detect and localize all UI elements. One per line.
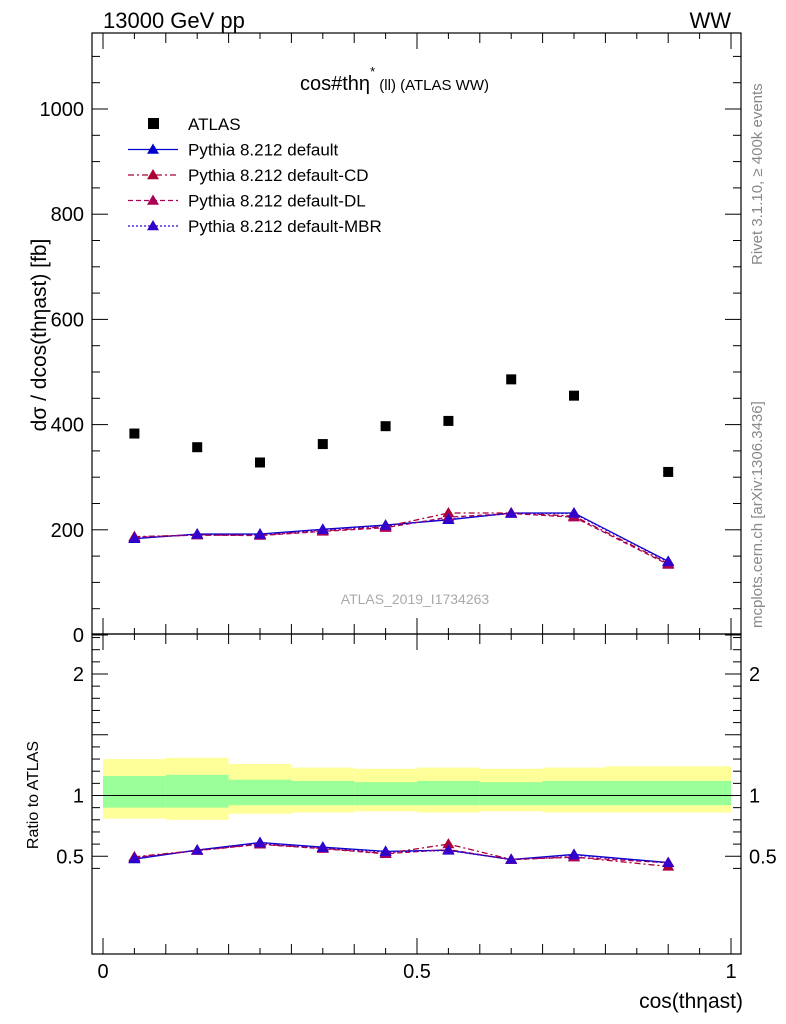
ratio-ytick-label-right: 2 [749, 664, 760, 686]
ratio-ytick-label: 1 [73, 786, 84, 808]
legend-label: Pythia 8.212 default [188, 141, 339, 160]
ratio-point-dotted [505, 853, 518, 864]
main-ytick-label: 600 [51, 309, 84, 331]
legend-label: Pythia 8.212 default-MBR [188, 217, 382, 236]
plot-title-rest: (ll) (ATLAS WW) [375, 77, 489, 94]
watermark: ATLAS_2019_I1734263 [341, 591, 490, 607]
ratio-band-green [479, 782, 543, 806]
atlas-point [569, 390, 579, 401]
ratio-ylabel: Ratio to ATLAS [25, 741, 42, 849]
ratio-ytick-label: 0.5 [56, 846, 84, 868]
header-right: WW [689, 8, 731, 33]
ratio-band-green [103, 776, 166, 808]
mc-line-dotted [134, 512, 669, 563]
mc-point-dotted [442, 513, 455, 524]
ratio-point-dotted [379, 845, 392, 857]
atlas-point [443, 415, 454, 426]
ratio-band-green [417, 780, 480, 806]
ratio-point-dashdot [442, 838, 455, 849]
ratio-band-green [228, 779, 292, 806]
main-ylabel: dσ / dcos(thηast) [fb] [28, 239, 51, 432]
ratio-line-dashed [134, 843, 669, 864]
ratio-ytick-label-right: 1 [749, 786, 760, 808]
plot-title-main: cos#thη [300, 73, 370, 95]
legend-label: Pythia 8.212 default-CD [188, 166, 369, 185]
ratio-point-dotted [254, 837, 266, 848]
ratio-point-dotted [191, 844, 204, 855]
ratio-xtick-label: 0.5 [403, 961, 431, 983]
legend-label: Pythia 8.212 default-DL [188, 192, 366, 211]
mc-point-dotted [128, 532, 141, 543]
ratio-point-dotted [568, 849, 580, 860]
atlas-point [192, 442, 203, 453]
side-rivet-label: Rivet 3.1.10, ≥ 400k events [749, 83, 766, 265]
ratio-panel: 0 0.5 1 0.5 0.5 1 1 2 2 [56, 633, 777, 983]
mc-line-dashdot [134, 512, 669, 565]
mc-point-dotted [316, 523, 329, 534]
atlas-point [663, 466, 674, 477]
atlas-point [129, 428, 140, 439]
main-panel: 0 200 400 600 800 1000 [40, 32, 742, 647]
atlas-point [255, 457, 265, 468]
mc-point-dotted [191, 528, 204, 539]
atlas-point [317, 439, 328, 450]
mc-point-dotted [568, 507, 580, 518]
ratio-point-dotted [662, 856, 675, 868]
mc-point-dotted [505, 507, 518, 518]
atlas-point [506, 374, 517, 385]
ratio-xtick-label: 0 [97, 961, 108, 983]
ratio-point-dotted [316, 841, 329, 852]
main-ytick-label: 800 [51, 204, 84, 226]
mc-point-dotted [662, 555, 675, 567]
ratio-ytick-label: 2 [73, 664, 84, 686]
legend-marker [147, 220, 159, 231]
main-ytick-label: 0 [73, 625, 84, 647]
legend-marker [147, 143, 159, 154]
legend-marker [147, 194, 159, 205]
ratio-point-dotted [128, 852, 141, 863]
plot-title: cos#thη* (ll) (ATLAS WW) [300, 64, 489, 95]
ratio-band-green [605, 780, 731, 806]
legend-marker [147, 169, 159, 180]
ratio-xlabel: cos(thηast) [639, 990, 743, 1013]
mc-point-dotted [379, 519, 392, 530]
main-ytick-label: 400 [51, 415, 84, 437]
mc-point-dotted [254, 528, 266, 539]
ratio-band-green [291, 780, 355, 806]
main-ytick-label: 1000 [40, 99, 85, 121]
atlas-point [380, 421, 391, 432]
ratio-point-dotted [442, 844, 455, 855]
plot-title-sup: * [370, 64, 375, 79]
ratio-band-green [354, 782, 417, 806]
ratio-band-green [542, 780, 606, 806]
ratio-xtick-label: 1 [725, 961, 736, 983]
main-ytick-label: 200 [51, 520, 84, 542]
legend: ATLAS Pythia 8.212 default Pythia 8.212 de… [128, 115, 382, 236]
ratio-band-green [165, 774, 229, 808]
header-left: 13000 GeV pp [103, 8, 245, 33]
side-mcplots-label: mcplots.cern.ch [arXiv:1306.3436] [749, 401, 766, 628]
ratio-ytick-label-right: 0.5 [749, 846, 777, 868]
legend-label: ATLAS [188, 115, 241, 134]
legend-marker-atlas [148, 118, 159, 129]
